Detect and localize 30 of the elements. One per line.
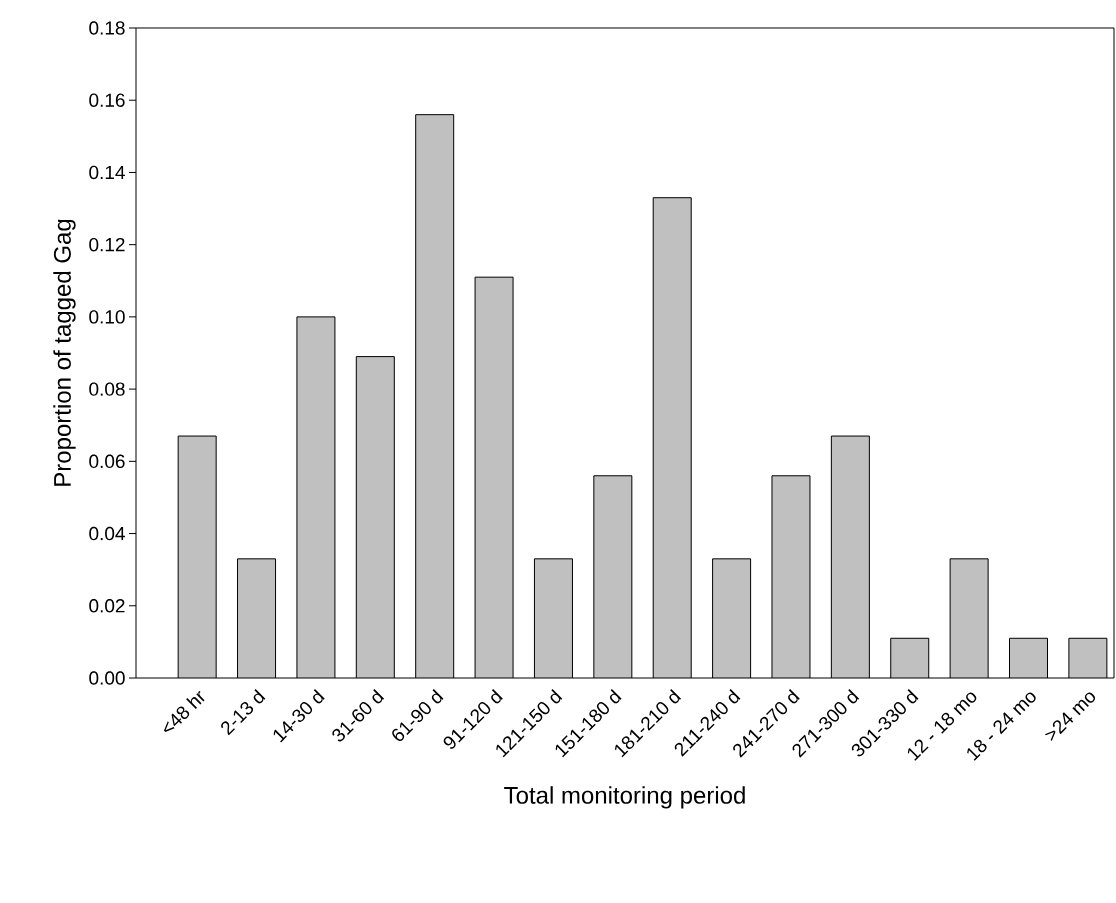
bar (1068, 637, 1108, 678)
bar (890, 638, 929, 678)
bar (653, 197, 692, 678)
x-axis-title: Total monitoring period (504, 786, 745, 809)
y-tick-label: 0.08 (89, 382, 125, 396)
y-tick-label: 0.16 (89, 93, 125, 107)
bar (475, 277, 514, 678)
bar (415, 114, 454, 678)
y-tick-label: 0.00 (89, 671, 125, 685)
bar (950, 558, 989, 678)
x-tick-label: <48 hr (163, 690, 205, 732)
bar (296, 316, 335, 678)
y-tick-label: 0.14 (89, 165, 125, 180)
bar (1009, 638, 1048, 678)
bar (593, 475, 632, 678)
bar (534, 558, 573, 678)
y-tick-label: 0.18 (89, 21, 125, 35)
bar (178, 436, 217, 678)
y-tick-label: 0.02 (89, 599, 125, 613)
y-axis-title: Proportion of tagged Gag (53, 219, 76, 486)
bar (237, 558, 276, 678)
bar (771, 475, 810, 678)
bar (712, 558, 751, 678)
y-tick-label: 0.12 (89, 237, 125, 252)
x-tick-label: >24 mo (1044, 692, 1096, 742)
y-tick-label: 0.06 (89, 454, 125, 469)
y-tick-label: 0.04 (89, 526, 125, 541)
bar (831, 436, 870, 678)
bar (356, 356, 395, 678)
y-tick-label: 0.10 (89, 310, 125, 324)
